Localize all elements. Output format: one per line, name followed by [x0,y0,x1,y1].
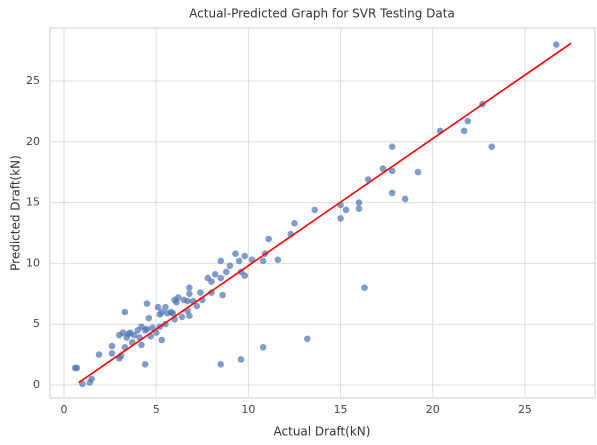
point [464,117,472,125]
point [123,334,130,341]
point [241,252,248,260]
point [217,257,225,265]
x-tick-label: 25 [518,403,532,416]
point [401,195,409,203]
x-tick-label: 20 [426,403,440,416]
point [86,379,94,386]
x-tick-label: 5 [153,403,160,416]
point [169,309,177,317]
point [143,300,151,307]
point [134,326,142,334]
point [193,302,201,310]
point [154,303,162,311]
point [180,296,188,304]
point [337,215,344,222]
point [274,256,282,264]
point [95,351,103,358]
point [186,290,193,298]
point [121,308,129,316]
point [259,257,267,265]
point [226,262,234,270]
point [158,336,166,344]
point [173,299,180,306]
point [237,356,245,363]
point [156,311,164,318]
point [379,165,387,172]
point [141,361,149,368]
point [265,235,272,243]
point [388,143,396,150]
y-axis-label: Predicted Draft(kN) [9,155,23,271]
point [222,268,230,276]
point [552,41,560,48]
point [388,167,396,175]
point [361,284,368,292]
point [414,168,422,176]
point [71,364,79,372]
point [355,199,363,206]
y-tick-label: 20 [26,135,40,148]
y-tick-label: 0 [33,378,40,391]
point [149,324,156,332]
point [291,219,298,227]
chart-title: Actual-Predicted Graph for SVR Testing D… [189,7,455,21]
point [304,335,311,343]
point [232,250,239,257]
point [138,341,145,349]
point [211,271,219,278]
point [162,303,169,311]
point [235,257,243,265]
point [208,289,215,296]
y-tick-label: 10 [26,256,40,269]
x-tick-label: 10 [241,403,255,416]
y-tick-label: 15 [26,196,40,209]
point [355,205,363,212]
point [311,206,319,214]
x-axis-label: Actual Draft(kN) [274,425,371,439]
fit-line [78,42,572,384]
y-tick-label: 25 [26,74,40,87]
point [488,143,496,150]
point [108,350,116,357]
point [178,313,186,321]
point [186,284,193,292]
x-tick-label: 0 [61,403,68,416]
point [163,309,171,317]
point [217,274,225,282]
point [145,314,153,322]
point [116,331,123,339]
y-tick-label: 5 [33,317,40,330]
point [217,361,225,368]
point [204,274,212,282]
point [460,127,468,135]
point [197,289,204,296]
point [219,291,226,299]
point [259,343,267,351]
x-tick-label: 15 [334,403,348,416]
point [108,342,116,350]
point [388,189,396,197]
point [342,206,350,214]
